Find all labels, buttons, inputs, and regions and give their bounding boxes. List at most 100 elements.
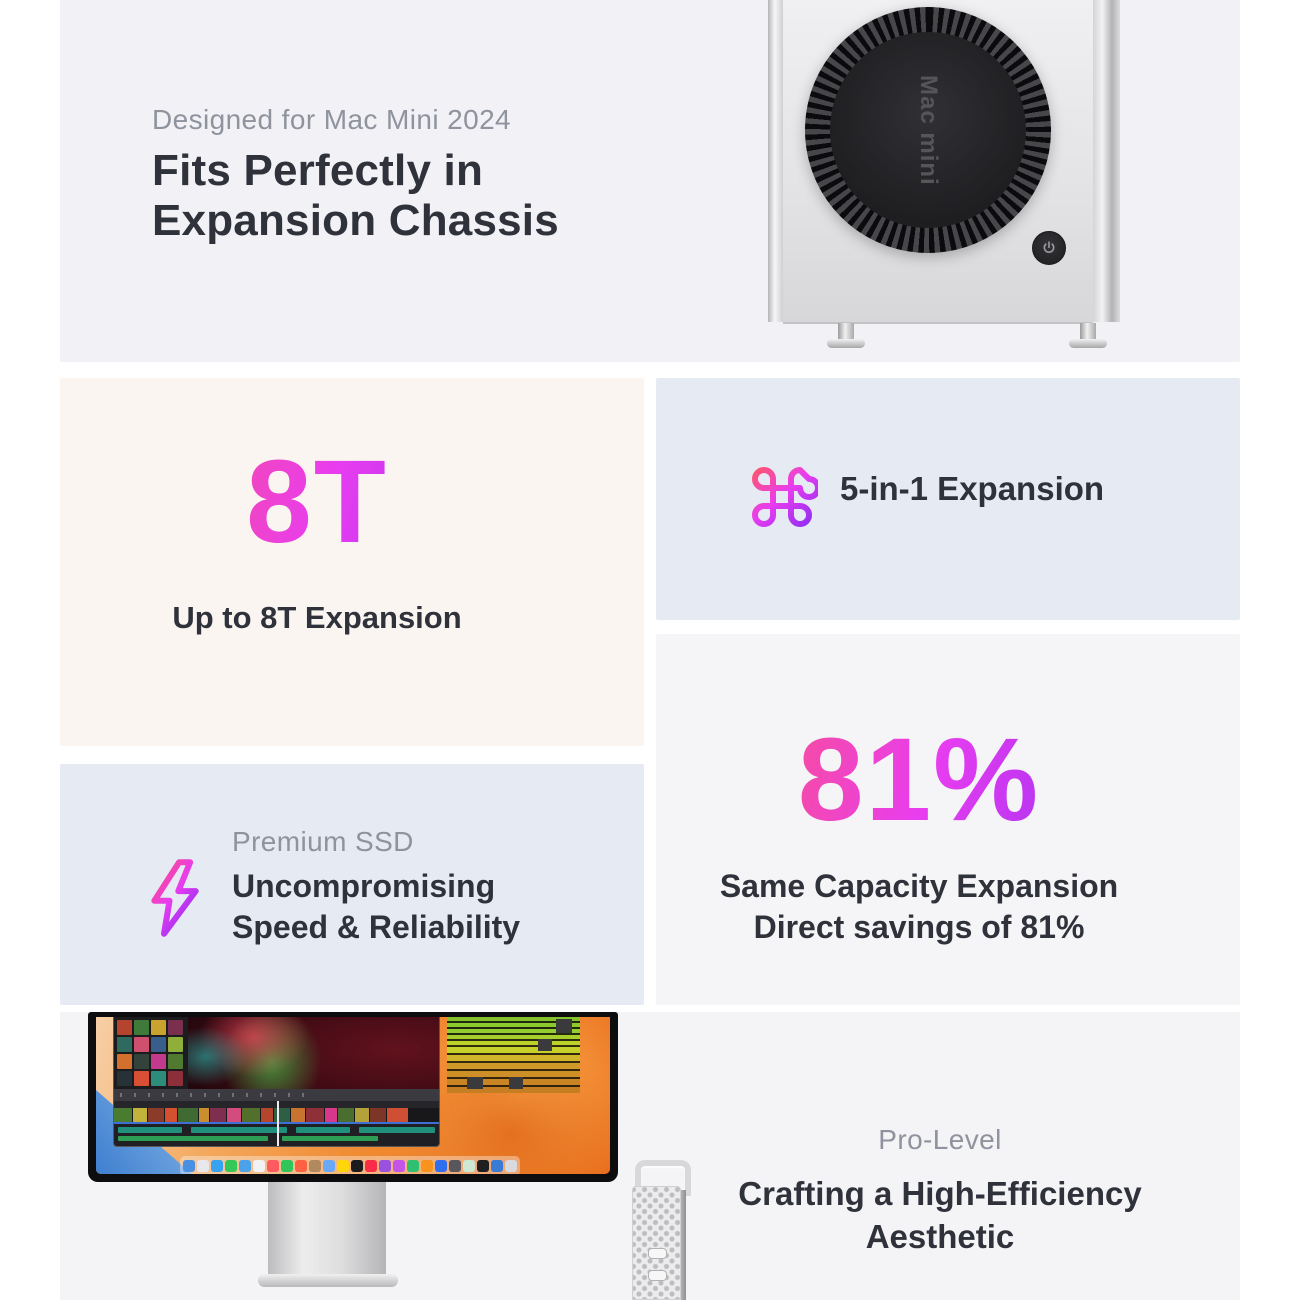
swatch xyxy=(338,1108,354,1122)
playhead xyxy=(277,1101,279,1146)
expansion-label: 5-in-1 Expansion xyxy=(840,470,1105,507)
expansion-chassis-image: Mac mini xyxy=(768,0,1120,362)
swatch xyxy=(168,1071,183,1086)
swatch xyxy=(151,1037,166,1052)
pro-level-line1: Crafting a High-Efficiency xyxy=(738,1175,1142,1212)
macos-dock xyxy=(180,1156,520,1174)
savings-line1: Same Capacity Expansion xyxy=(719,868,1119,904)
swatch xyxy=(134,1037,149,1052)
swatch xyxy=(134,1054,149,1069)
hero-title: Fits Perfectly in Expansion Chassis xyxy=(152,146,852,246)
swatch xyxy=(191,1127,287,1133)
swatch xyxy=(134,1020,149,1035)
expansion-card: 5-in-1 Expansion xyxy=(656,378,1240,620)
swatch xyxy=(323,1160,335,1172)
storage-card: 8T Up to 8T Expansion xyxy=(60,378,644,746)
chassis-foot-left xyxy=(838,323,854,341)
audio-gap-block xyxy=(538,1039,552,1051)
swatch xyxy=(183,1160,195,1172)
timeline-divider xyxy=(114,1122,439,1124)
swatch xyxy=(117,1020,132,1035)
swatch xyxy=(309,1160,321,1172)
swatch xyxy=(197,1160,209,1172)
tower-side-edge xyxy=(681,1190,686,1300)
audio-meters-panel xyxy=(447,1017,580,1093)
swatch xyxy=(118,1127,182,1133)
audio-track-row2 xyxy=(118,1136,378,1141)
swatch xyxy=(387,1108,408,1122)
video-preview xyxy=(188,1017,439,1089)
hero-title-line2: Expansion Chassis xyxy=(152,196,559,245)
swatch xyxy=(355,1108,369,1122)
timeline-ruler xyxy=(114,1101,439,1108)
audio-gap-block xyxy=(509,1077,523,1089)
swatch xyxy=(337,1160,349,1172)
swatch xyxy=(210,1108,226,1122)
swatch xyxy=(117,1071,132,1086)
ssd-title: Uncompromising Speed & Reliability xyxy=(232,866,520,948)
swatch xyxy=(134,1071,149,1086)
swatch xyxy=(227,1108,241,1122)
mac-pro-tower xyxy=(632,1160,691,1300)
swatch xyxy=(168,1020,183,1035)
swatch xyxy=(199,1108,209,1122)
swatch xyxy=(306,1108,324,1122)
display-stand-base xyxy=(258,1274,398,1287)
swatch xyxy=(151,1020,166,1035)
swatch xyxy=(117,1054,132,1069)
swatch xyxy=(435,1160,447,1172)
swatch xyxy=(168,1054,183,1069)
swatch xyxy=(449,1160,461,1172)
storage-caption: Up to 8T Expansion xyxy=(172,600,462,635)
chassis-foot-left-base xyxy=(827,339,865,348)
swatch xyxy=(178,1108,198,1122)
audio-gap-block xyxy=(556,1019,572,1033)
swatch xyxy=(168,1037,183,1052)
chassis-left-edge xyxy=(768,0,783,322)
ssd-eyebrow: Premium SSD xyxy=(232,826,414,857)
pro-level-eyebrow: Pro-Level xyxy=(878,1124,1002,1155)
ssd-line1: Uncompromising xyxy=(232,868,496,904)
swatch xyxy=(151,1054,166,1069)
swatch xyxy=(225,1160,237,1172)
swatch xyxy=(117,1037,132,1052)
swatch xyxy=(291,1108,305,1122)
swatch xyxy=(133,1108,147,1122)
swatch xyxy=(365,1160,377,1172)
swatch xyxy=(296,1127,350,1133)
editor-toolbar xyxy=(114,1089,439,1101)
mac-mini-label: Mac mini xyxy=(915,74,942,186)
swatch xyxy=(325,1108,337,1122)
swatch xyxy=(151,1071,166,1086)
clip-thumbnails xyxy=(117,1020,185,1086)
storage-value: 8T xyxy=(60,434,574,570)
swatch xyxy=(421,1160,433,1172)
video-editor-window xyxy=(113,1017,440,1147)
ssd-card: Premium SSD Uncompromising Speed & Relia… xyxy=(60,764,644,1005)
chassis-fan: Mac mini xyxy=(805,7,1051,253)
pro-level-line2: Aesthetic xyxy=(865,1218,1015,1255)
clip-browser xyxy=(114,1017,188,1089)
swatch xyxy=(114,1108,132,1122)
swatch xyxy=(505,1160,517,1172)
chassis-foot-right-base xyxy=(1069,339,1107,348)
tower-port-slot xyxy=(648,1270,667,1281)
swatch xyxy=(359,1127,435,1133)
power-button xyxy=(1032,231,1066,265)
display-screen xyxy=(96,1017,610,1174)
swatch xyxy=(239,1160,251,1172)
hero-eyebrow: Designed for Mac Mini 2024 xyxy=(152,104,512,135)
swatch xyxy=(211,1160,223,1172)
lightning-icon xyxy=(151,859,199,937)
display-stand xyxy=(268,1182,386,1278)
swatch xyxy=(295,1160,307,1172)
swatch xyxy=(242,1108,260,1122)
fan-center-disc: Mac mini xyxy=(830,32,1026,228)
swatch xyxy=(370,1108,386,1122)
pro-level-section: Pro-Level Crafting a High-Efficiency Aes… xyxy=(60,1012,1240,1300)
hero-section: Designed for Mac Mini 2024 Fits Perfectl… xyxy=(60,0,1240,362)
chassis-right-edge xyxy=(1093,0,1120,322)
swatch xyxy=(281,1160,293,1172)
swatch xyxy=(267,1160,279,1172)
ssd-line2: Speed & Reliability xyxy=(232,909,521,945)
